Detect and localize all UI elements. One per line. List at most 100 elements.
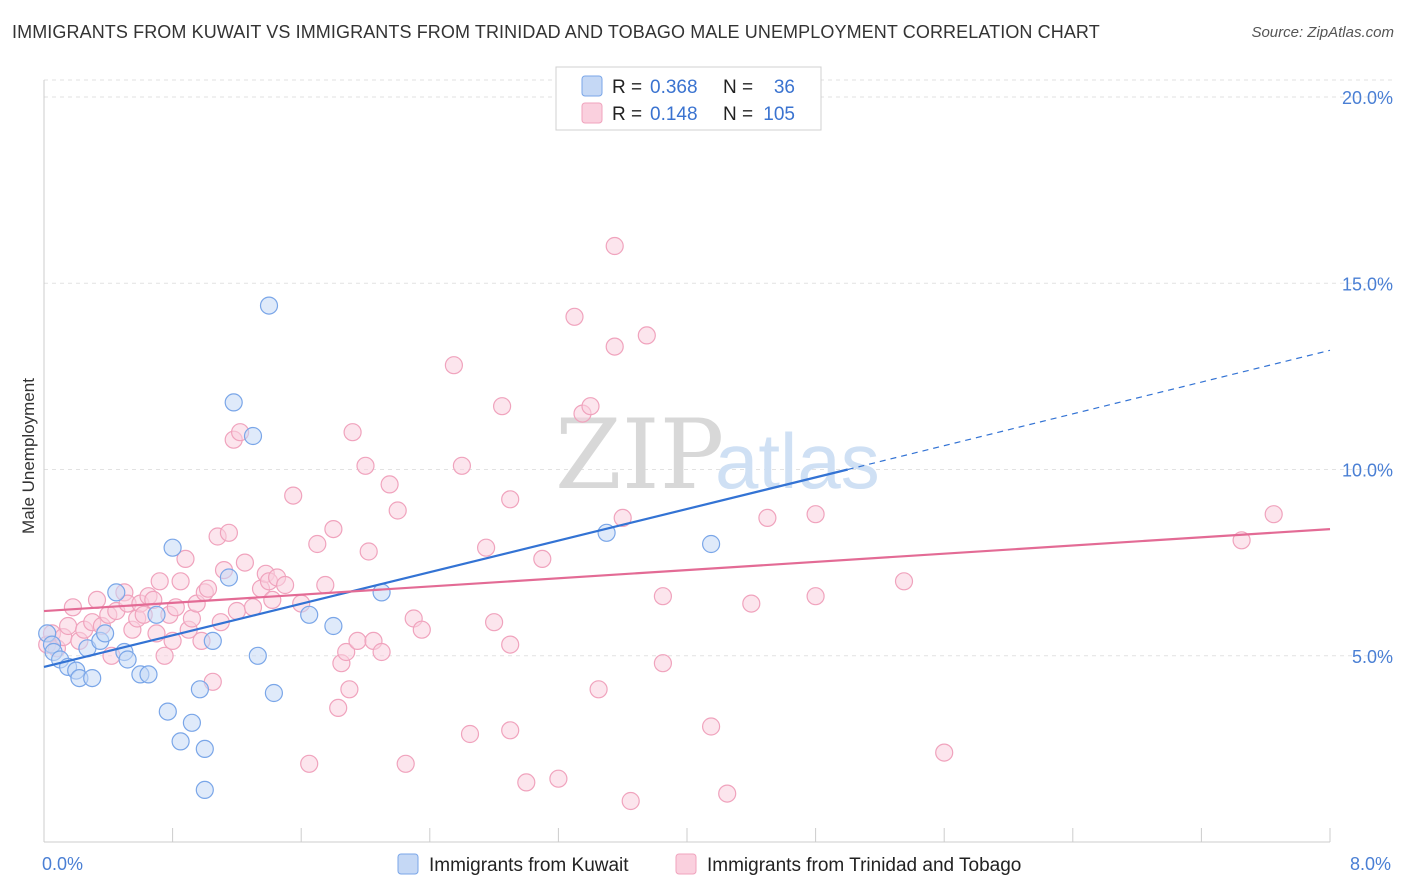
bottom-legend-label-kuwait: Immigrants from Kuwait <box>429 855 629 876</box>
trinidad-point <box>337 642 356 662</box>
y-tick-label: 20.0% <box>1342 88 1393 108</box>
trinidad-point <box>63 598 83 617</box>
trinidad-point <box>653 654 673 673</box>
kuwait-point <box>203 631 222 651</box>
trinidad-point <box>806 587 825 606</box>
bottom-legend-swatch-trinidad <box>675 853 697 875</box>
trinidad-point <box>589 680 608 699</box>
x-tick-label-min: 0.0% <box>42 854 83 874</box>
legend-n-value-trinidad: 105 <box>763 104 795 125</box>
kuwait-point <box>300 605 319 624</box>
trinidad-point <box>343 423 362 442</box>
trinidad-point <box>388 501 407 520</box>
kuwait-point <box>139 665 158 684</box>
y-tick-label: 10.0% <box>1342 461 1393 481</box>
trinidad-point <box>605 337 624 356</box>
trinidad-point <box>329 698 348 718</box>
trinidad-point <box>742 594 761 613</box>
series-trinidad-points <box>38 236 1283 811</box>
trinidad-point <box>894 572 914 591</box>
trinidad-point <box>485 613 504 632</box>
trinidad-point <box>718 784 737 803</box>
trinidad-point <box>276 575 295 595</box>
kuwait-point <box>118 650 137 669</box>
trinidad-point <box>87 590 107 610</box>
bottom-legend-swatch-kuwait <box>397 853 419 875</box>
trinidad-point <box>284 486 303 505</box>
trinidad-point <box>308 534 327 554</box>
trinidad-point <box>517 773 536 792</box>
trinidad-point <box>613 508 632 528</box>
trinidad-point <box>359 542 378 561</box>
trinidad-point <box>621 791 640 811</box>
kuwait-point <box>219 568 238 587</box>
legend-r-label-trinidad: R = <box>612 104 642 125</box>
legend-swatch-trinidad <box>581 102 603 124</box>
trinidad-point <box>219 523 238 542</box>
trinidad-point <box>171 572 190 591</box>
series-legend: Immigrants from Kuwait Immigrants from T… <box>397 853 1021 876</box>
x-tick-label-max: 8.0% <box>1350 854 1391 874</box>
kuwait-point <box>190 680 209 699</box>
trinidad-point <box>340 680 359 699</box>
kuwait-point <box>107 583 126 602</box>
trinidad-point <box>198 579 218 598</box>
trinidad-point <box>1264 505 1283 524</box>
trinidad-point <box>653 587 673 606</box>
trinidad-point <box>372 642 391 662</box>
trinidad-point <box>806 505 825 524</box>
kuwait-point <box>163 538 182 557</box>
trinidad-point <box>444 356 463 375</box>
correlation-legend: R = 0.368 N = 36 R = 0.148 N = 105 <box>555 66 822 131</box>
kuwait-point <box>83 668 102 688</box>
trinidad-point <box>380 475 399 494</box>
trinidad-point <box>176 549 195 569</box>
kuwait-point <box>147 605 166 624</box>
kuwait-point <box>224 393 243 412</box>
trinidad-point <box>501 721 520 740</box>
trinidad-point <box>356 456 375 475</box>
trinidad-point <box>316 575 335 595</box>
trinidad-point <box>263 590 282 610</box>
trinidad-point <box>324 519 343 539</box>
trinidad-trend-line <box>43 528 1331 613</box>
trinidad-point <box>58 616 78 636</box>
trinidad-point <box>605 236 624 256</box>
trinidad-point <box>235 553 254 572</box>
trend-lines <box>43 349 1331 668</box>
trinidad-point <box>637 326 656 345</box>
chart-title: IMMIGRANTS FROM KUWAIT VS IMMIGRANTS FRO… <box>12 22 1100 42</box>
trinidad-point <box>412 620 431 639</box>
kuwait-point <box>95 624 115 643</box>
legend-swatch-kuwait <box>581 75 603 97</box>
kuwait-point <box>324 616 343 636</box>
kuwait-point <box>701 534 721 554</box>
trinidad-point <box>150 572 169 591</box>
y-axis-label: Male Unemployment <box>19 378 38 534</box>
trinidad-point <box>758 508 777 528</box>
series-kuwait-points <box>38 296 721 800</box>
trinidad-point <box>460 724 480 744</box>
legend-n-value-kuwait: 36 <box>774 77 795 98</box>
trinidad-point <box>565 307 584 326</box>
kuwait-point <box>259 296 279 315</box>
watermark-atlas: atlas <box>715 417 880 505</box>
kuwait-point <box>264 683 283 703</box>
trinidad-point <box>935 743 954 762</box>
legend-n-label-kuwait: N = <box>723 77 753 98</box>
y-tick-labels: 5.0% 10.0% 15.0% 20.0% <box>1342 88 1393 667</box>
chart-source: Source: ZipAtlas.com <box>1251 24 1394 41</box>
x-axis-ticks <box>43 828 1331 842</box>
kuwait-point <box>182 713 201 732</box>
y-tick-label: 15.0% <box>1342 274 1393 294</box>
kuwait-point <box>171 732 190 751</box>
trinidad-point <box>348 631 367 651</box>
trinidad-point <box>493 397 512 416</box>
trinidad-point <box>581 397 600 416</box>
kuwait-trend-line <box>43 468 849 668</box>
trinidad-point <box>501 490 520 509</box>
trinidad-point <box>701 717 721 736</box>
trinidad-point <box>155 646 174 665</box>
legend-r-value-kuwait: 0.368 <box>650 77 698 98</box>
